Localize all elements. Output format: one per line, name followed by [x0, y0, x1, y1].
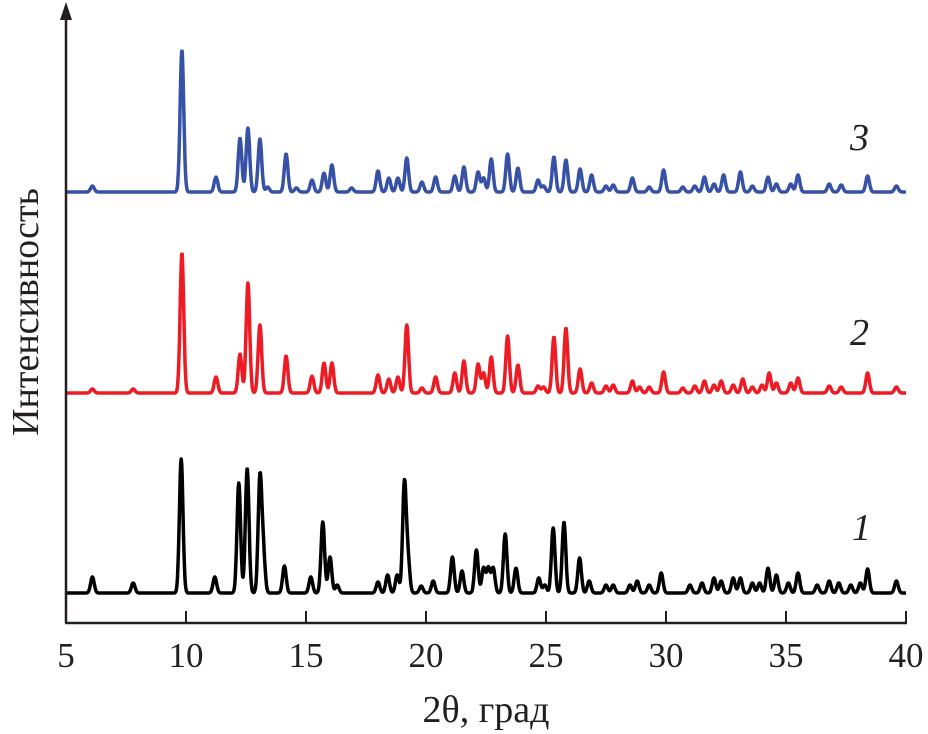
x-ticks [65, 611, 907, 623]
x-tick-label: 20 [409, 636, 444, 675]
x-tick-label: 10 [169, 636, 204, 675]
y-axis-title: Интенсивность [5, 188, 47, 436]
curve-label-3: 3 [849, 117, 869, 159]
series-line-3 [64, 49, 908, 194]
x-tick-label: 25 [529, 636, 564, 675]
series-line-2 [64, 252, 908, 395]
series-line-1 [64, 457, 908, 595]
x-tick-label: 5 [57, 636, 75, 675]
curve-label-1: 1 [852, 507, 871, 549]
x-tick-label: 35 [769, 636, 804, 675]
curves [64, 49, 908, 595]
curve-label-2: 2 [850, 312, 869, 354]
y-axis-arrow-icon [60, 2, 72, 20]
x-tick-label: 15 [289, 636, 324, 675]
x-tick-label: 40 [889, 636, 924, 675]
x-tick-label: 30 [649, 636, 684, 675]
x-axis-title: 2θ, град [423, 689, 550, 731]
x-tick-labels: 5 10 15 20 25 30 35 40 [57, 636, 923, 675]
